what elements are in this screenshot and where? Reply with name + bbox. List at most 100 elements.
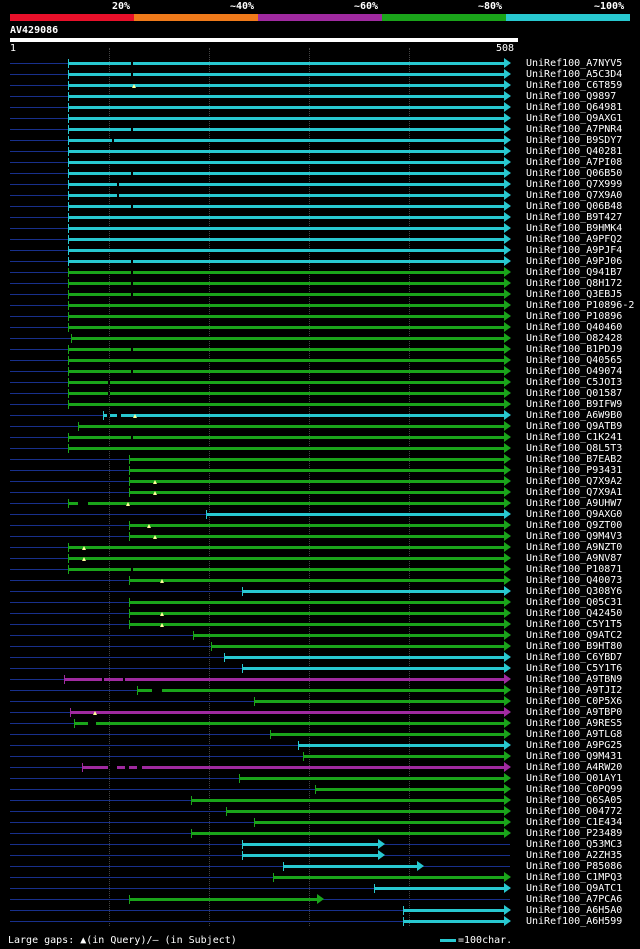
alignment-segment[interactable] <box>68 370 504 373</box>
hit-row[interactable]: UniRef100_P93431 <box>0 465 640 476</box>
hit-label[interactable]: UniRef100_P10896-2 <box>526 300 635 311</box>
hit-row[interactable]: UniRef100_A9TJI2 <box>0 685 640 696</box>
hit-label[interactable]: UniRef100_A7PCA6 <box>526 894 623 905</box>
alignment-segment[interactable] <box>68 381 504 384</box>
hit-row[interactable]: UniRef100_Q01AY1 <box>0 773 640 784</box>
hit-label[interactable]: UniRef100_Q53MC3 <box>526 839 623 850</box>
hit-row[interactable]: UniRef100_Q53MC3 <box>0 839 640 850</box>
alignment-segment[interactable] <box>129 469 504 472</box>
hit-row[interactable]: UniRef100_B9HT80 <box>0 641 640 652</box>
alignment-segment[interactable] <box>211 645 504 648</box>
alignment-segment[interactable] <box>241 843 378 846</box>
hit-row[interactable]: UniRef100_A9NV87 <box>0 553 640 564</box>
alignment-segment[interactable] <box>129 491 504 494</box>
hit-label[interactable]: UniRef100_Q7X999 <box>526 179 623 190</box>
hit-row[interactable]: UniRef100_Q06B50 <box>0 168 640 179</box>
hit-row[interactable]: UniRef100_Q9ATC1 <box>0 883 640 894</box>
hit-label[interactable]: UniRef100_P10896 <box>526 311 623 322</box>
hit-row[interactable]: UniRef100_Q9AXG0 <box>0 509 640 520</box>
alignment-segment[interactable] <box>68 73 504 76</box>
hit-label[interactable]: UniRef100_A4RW20 <box>526 762 623 773</box>
alignment-segment[interactable] <box>71 337 504 340</box>
alignment-segment[interactable] <box>129 458 504 461</box>
hit-label[interactable]: UniRef100_Q9ZT00 <box>526 520 623 531</box>
hit-label[interactable]: UniRef100_Q05C31 <box>526 597 623 608</box>
hit-label[interactable]: UniRef100_A7PI08 <box>526 157 623 168</box>
hit-row[interactable]: UniRef100_Q9AXG1 <box>0 113 640 124</box>
hit-label[interactable]: UniRef100_O04772 <box>526 806 623 817</box>
alignment-segment[interactable] <box>68 304 504 307</box>
hit-row[interactable]: UniRef100_Q40281 <box>0 146 640 157</box>
hit-row[interactable]: UniRef100_A6H599 <box>0 916 640 927</box>
hit-row[interactable]: UniRef100_Q9M431 <box>0 751 640 762</box>
alignment-segment[interactable] <box>68 227 504 230</box>
alignment-segment[interactable] <box>68 403 504 406</box>
hit-label[interactable]: UniRef100_A6H5A0 <box>526 905 623 916</box>
hit-row[interactable]: UniRef100_C6YBD7 <box>0 652 640 663</box>
hit-label[interactable]: UniRef100_Q9ATB9 <box>526 421 623 432</box>
hit-row[interactable]: UniRef100_O49074 <box>0 366 640 377</box>
alignment-segment[interactable] <box>238 777 504 780</box>
alignment-segment[interactable] <box>68 62 504 65</box>
hit-label[interactable]: UniRef100_Q9897 <box>526 91 617 102</box>
hit-row[interactable]: UniRef100_Q3EBJ5 <box>0 289 640 300</box>
hit-row[interactable]: UniRef100_C5Y1T5 <box>0 619 640 630</box>
hit-row[interactable]: UniRef100_Q7X9A2 <box>0 476 640 487</box>
hit-label[interactable]: UniRef100_Q40460 <box>526 322 623 333</box>
alignment-segment[interactable] <box>68 84 504 87</box>
alignment-segment[interactable] <box>68 436 504 439</box>
hit-row[interactable]: UniRef100_Q01587 <box>0 388 640 399</box>
hit-row[interactable]: UniRef100_A9TBN9 <box>0 674 640 685</box>
hit-row[interactable]: UniRef100_P10896-2 <box>0 300 640 311</box>
alignment-segment[interactable] <box>302 755 504 758</box>
hit-row[interactable]: UniRef100_A9PFQ2 <box>0 234 640 245</box>
hit-label[interactable]: UniRef100_Q01587 <box>526 388 623 399</box>
alignment-segment[interactable] <box>68 172 504 175</box>
hit-row[interactable]: UniRef100_A9PJF4 <box>0 245 640 256</box>
hit-row[interactable]: UniRef100_Q6SA05 <box>0 795 640 806</box>
hit-label[interactable]: UniRef100_Q40281 <box>526 146 623 157</box>
hit-label[interactable]: UniRef100_C1MPQ3 <box>526 872 623 883</box>
hit-label[interactable]: UniRef100_Q06B50 <box>526 168 623 179</box>
alignment-segment[interactable] <box>68 95 504 98</box>
hit-label[interactable]: UniRef100_A9UHW7 <box>526 498 623 509</box>
alignment-segment[interactable] <box>129 898 317 901</box>
hit-row[interactable]: UniRef100_B9HMK4 <box>0 223 640 234</box>
hit-row[interactable]: UniRef100_Q40460 <box>0 322 640 333</box>
hit-row[interactable]: UniRef100_Q42450 <box>0 608 640 619</box>
alignment-segment[interactable] <box>64 678 504 681</box>
alignment-segment[interactable] <box>68 392 504 395</box>
alignment-segment[interactable] <box>241 590 504 593</box>
hit-row[interactable]: UniRef100_C5JOI3 <box>0 377 640 388</box>
hit-row[interactable]: UniRef100_O04772 <box>0 806 640 817</box>
hit-row[interactable]: UniRef100_C6T859 <box>0 80 640 91</box>
hit-label[interactable]: UniRef100_B9HT80 <box>526 641 623 652</box>
alignment-segment[interactable] <box>68 315 504 318</box>
alignment-segment[interactable] <box>68 161 504 164</box>
hit-row[interactable]: UniRef100_C1MPQ3 <box>0 872 640 883</box>
hit-label[interactable]: UniRef100_Q9AXG1 <box>526 113 623 124</box>
hit-label[interactable]: UniRef100_Q3EBJ5 <box>526 289 623 300</box>
hit-label[interactable]: UniRef100_Q8L5T3 <box>526 443 623 454</box>
hit-label[interactable]: UniRef100_Q40073 <box>526 575 623 586</box>
hit-label[interactable]: UniRef100_Q9M431 <box>526 751 623 762</box>
alignment-segment[interactable] <box>283 865 418 868</box>
hit-label[interactable]: UniRef100_A7PNR4 <box>526 124 623 135</box>
alignment-segment[interactable] <box>68 150 504 153</box>
hit-label[interactable]: UniRef100_A9PJ06 <box>526 256 623 267</box>
alignment-segment[interactable] <box>68 249 504 252</box>
hit-label[interactable]: UniRef100_B9T427 <box>526 212 623 223</box>
hit-row[interactable]: UniRef100_B1PDJ9 <box>0 344 640 355</box>
alignment-segment[interactable] <box>78 425 504 428</box>
hit-label[interactable]: UniRef100_A9PJF4 <box>526 245 623 256</box>
alignment-segment[interactable] <box>68 183 504 186</box>
hit-row[interactable]: UniRef100_C1E434 <box>0 817 640 828</box>
alignment-segment[interactable] <box>129 535 504 538</box>
alignment-segment[interactable] <box>191 799 504 802</box>
hit-label[interactable]: UniRef100_Q7X9A2 <box>526 476 623 487</box>
alignment-segment[interactable] <box>403 909 504 912</box>
alignment-segment[interactable] <box>68 568 504 571</box>
alignment-segment[interactable] <box>68 348 504 351</box>
hit-label[interactable]: UniRef100_Q7X9A0 <box>526 190 623 201</box>
alignment-segment[interactable] <box>270 733 504 736</box>
